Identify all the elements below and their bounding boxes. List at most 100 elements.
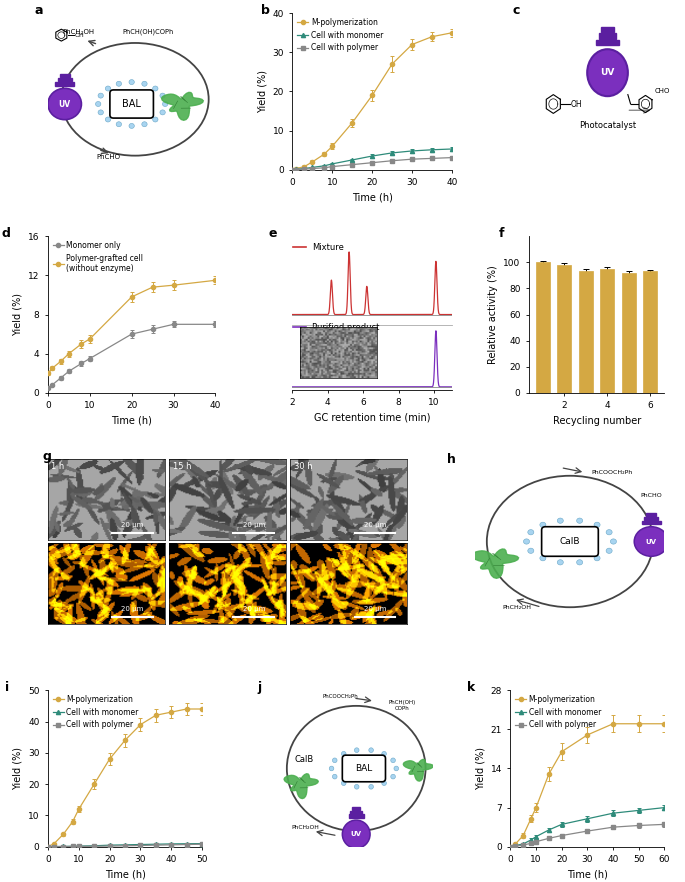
Legend: Purified product: Purified product (293, 323, 379, 333)
Polygon shape (162, 93, 203, 120)
Bar (558, 265, 571, 392)
Circle shape (116, 122, 121, 127)
Bar (599, 34, 617, 39)
X-axis label: Recycling number: Recycling number (553, 415, 640, 426)
Circle shape (354, 784, 359, 789)
Circle shape (527, 548, 534, 553)
Circle shape (390, 758, 395, 763)
Bar (60, 73, 70, 77)
Y-axis label: Yield (%): Yield (%) (475, 747, 485, 790)
Text: Photocatalyst: Photocatalyst (579, 122, 636, 131)
Circle shape (142, 122, 147, 127)
Circle shape (342, 820, 370, 848)
Circle shape (577, 518, 583, 523)
Polygon shape (284, 774, 319, 798)
Circle shape (390, 774, 395, 779)
Text: 20 μm: 20 μm (242, 606, 265, 611)
Circle shape (142, 81, 147, 86)
Legend: M-polymerization, Cell with monomer, Cell with polymer: M-polymerization, Cell with monomer, Cel… (294, 15, 386, 56)
Text: d: d (1, 227, 10, 240)
X-axis label: Time (h): Time (h) (351, 192, 393, 203)
Circle shape (98, 93, 103, 98)
Circle shape (594, 522, 600, 527)
Text: PhCHO: PhCHO (640, 493, 662, 498)
X-axis label: Time (h): Time (h) (105, 870, 145, 879)
Text: a: a (34, 4, 43, 17)
Circle shape (394, 766, 399, 771)
Text: UV: UV (646, 539, 657, 544)
Legend: Mixture: Mixture (293, 243, 345, 252)
Circle shape (329, 766, 334, 771)
Circle shape (594, 556, 600, 561)
Text: c: c (512, 4, 520, 17)
Polygon shape (471, 549, 519, 579)
Text: PhCH(OH)
COPh: PhCH(OH) COPh (389, 700, 416, 711)
Text: BAL: BAL (356, 764, 373, 773)
Y-axis label: Relative activity (%): Relative activity (%) (488, 265, 498, 364)
Circle shape (540, 522, 546, 527)
Circle shape (341, 781, 346, 786)
Text: b: b (260, 4, 269, 17)
Y-axis label: Yield (%): Yield (%) (12, 293, 23, 336)
Text: h: h (447, 452, 456, 466)
Circle shape (153, 86, 158, 91)
Text: PhCOOCH₂Ph: PhCOOCH₂Ph (591, 470, 632, 475)
Bar (643, 272, 658, 392)
Bar (55, 82, 74, 86)
Text: PhCOOCH₂Ph: PhCOOCH₂Ph (323, 694, 359, 699)
Bar (58, 78, 72, 81)
Circle shape (369, 748, 373, 752)
Circle shape (558, 518, 563, 523)
Circle shape (577, 560, 583, 565)
Text: k: k (467, 681, 475, 694)
Text: PhCH₂OH: PhCH₂OH (291, 826, 319, 831)
Text: f: f (499, 227, 505, 240)
Bar (622, 273, 636, 392)
Circle shape (523, 539, 530, 544)
Text: BAL: BAL (122, 99, 141, 109)
Circle shape (162, 101, 168, 107)
Text: 20 μm: 20 μm (121, 606, 144, 611)
Circle shape (95, 101, 101, 107)
Text: UV: UV (600, 68, 614, 78)
Bar (601, 269, 614, 392)
X-axis label: Time (h): Time (h) (111, 415, 152, 426)
Text: 15 h: 15 h (173, 462, 191, 471)
Circle shape (587, 49, 628, 96)
Circle shape (98, 110, 103, 115)
Bar (644, 517, 658, 520)
Text: OH: OH (75, 33, 85, 38)
Circle shape (606, 548, 612, 553)
FancyBboxPatch shape (110, 90, 153, 118)
X-axis label: GC retention time (min): GC retention time (min) (314, 413, 430, 422)
Circle shape (634, 527, 669, 557)
Polygon shape (403, 759, 433, 781)
Text: PhCH₂OH: PhCH₂OH (62, 29, 94, 35)
Circle shape (105, 86, 111, 91)
Circle shape (369, 784, 373, 789)
Text: CHO: CHO (654, 88, 670, 94)
Circle shape (606, 529, 612, 534)
Bar (642, 520, 660, 524)
Circle shape (332, 758, 337, 763)
Bar (601, 27, 614, 33)
Text: 20 μm: 20 μm (364, 606, 386, 611)
Text: 20 μm: 20 μm (364, 522, 386, 527)
Circle shape (610, 539, 616, 544)
Circle shape (540, 556, 546, 561)
Text: OH: OH (570, 100, 582, 108)
Circle shape (332, 774, 337, 779)
Bar (349, 814, 364, 818)
Circle shape (129, 79, 134, 85)
Text: 20 μm: 20 μm (121, 522, 144, 527)
Circle shape (354, 748, 359, 752)
Text: e: e (269, 227, 277, 240)
Circle shape (382, 751, 386, 756)
Text: PhCH₂OH: PhCH₂OH (503, 605, 532, 609)
Circle shape (382, 781, 386, 786)
Text: 30 h: 30 h (294, 462, 312, 471)
Text: CalB: CalB (294, 755, 314, 764)
Bar (597, 40, 619, 45)
Text: UV: UV (351, 831, 362, 837)
Text: 1 h: 1 h (51, 462, 64, 471)
